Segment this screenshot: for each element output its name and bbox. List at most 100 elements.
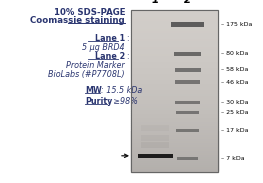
Bar <box>131 32 218 34</box>
Bar <box>141 135 169 141</box>
Bar <box>131 163 218 166</box>
Bar <box>131 70 218 73</box>
Text: – 7 kDa: – 7 kDa <box>221 156 245 161</box>
Bar <box>131 52 218 55</box>
Bar <box>131 127 218 130</box>
Bar <box>131 54 218 57</box>
Bar <box>131 36 218 38</box>
Bar <box>131 145 218 148</box>
Bar <box>131 131 218 134</box>
Bar <box>131 109 218 111</box>
Bar <box>131 169 218 172</box>
Bar <box>131 48 218 51</box>
Bar <box>131 64 218 67</box>
Bar <box>131 38 218 40</box>
Bar <box>177 157 198 160</box>
Text: – 175 kDa: – 175 kDa <box>221 22 252 27</box>
Bar <box>131 111 218 113</box>
Bar <box>131 97 218 99</box>
Text: : 15.5 kDa: : 15.5 kDa <box>101 86 142 95</box>
Text: – 17 kDa: – 17 kDa <box>221 128 249 133</box>
Bar <box>131 14 218 16</box>
Text: – 58 kDa: – 58 kDa <box>221 68 248 72</box>
Bar <box>131 74 218 77</box>
Bar <box>131 76 218 79</box>
Text: 1: 1 <box>152 0 159 5</box>
Bar <box>131 125 218 127</box>
Text: :: : <box>126 34 129 43</box>
Bar <box>131 10 218 12</box>
Bar <box>131 16 218 18</box>
Bar <box>131 80 218 83</box>
Bar <box>176 129 199 132</box>
Bar <box>131 129 218 132</box>
Bar <box>131 95 218 97</box>
Bar <box>131 103 218 105</box>
Bar <box>131 44 218 46</box>
Text: – 46 kDa: – 46 kDa <box>221 80 249 85</box>
Text: BioLabs (#P7708L): BioLabs (#P7708L) <box>48 70 125 79</box>
Text: MW: MW <box>85 86 102 95</box>
Text: Lane 2: Lane 2 <box>95 52 125 61</box>
Bar <box>175 101 200 104</box>
Bar <box>131 26 218 28</box>
Text: : ≥98%: : ≥98% <box>108 97 138 106</box>
Bar <box>131 24 218 26</box>
Bar <box>131 107 218 109</box>
Bar <box>131 141 218 144</box>
Bar <box>131 139 218 142</box>
Bar <box>131 34 218 36</box>
Bar <box>131 93 218 95</box>
Text: 5 μg BRD4: 5 μg BRD4 <box>82 43 125 52</box>
Bar <box>131 20 218 22</box>
Bar <box>131 18 218 20</box>
Bar <box>131 68 218 71</box>
Bar <box>171 22 204 27</box>
Bar <box>131 135 218 138</box>
Bar <box>131 10 218 172</box>
Bar <box>131 147 218 150</box>
Bar <box>131 133 218 136</box>
Bar <box>131 66 218 69</box>
Bar <box>131 72 218 75</box>
Bar <box>131 161 218 164</box>
Bar <box>131 113 218 115</box>
Bar <box>131 86 218 89</box>
Text: – 25 kDa: – 25 kDa <box>221 110 249 115</box>
Bar <box>131 123 218 125</box>
Text: 10% SDS-PAGE: 10% SDS-PAGE <box>53 8 125 17</box>
Bar <box>131 84 218 87</box>
Bar <box>175 81 200 84</box>
Bar <box>141 142 169 148</box>
Bar <box>131 50 218 53</box>
Bar <box>131 165 218 168</box>
Bar <box>131 12 218 14</box>
Bar <box>131 151 218 154</box>
Bar <box>174 68 201 72</box>
Text: Lane 1: Lane 1 <box>95 34 125 43</box>
Bar <box>131 82 218 85</box>
Bar <box>138 154 173 158</box>
Bar <box>131 153 218 156</box>
Bar <box>131 22 218 24</box>
Bar <box>131 46 218 48</box>
Bar <box>131 115 218 117</box>
Bar <box>131 60 218 63</box>
Bar <box>131 121 218 123</box>
Bar <box>131 149 218 152</box>
Bar <box>131 88 218 91</box>
Text: Protein Marker: Protein Marker <box>66 61 125 70</box>
Bar <box>131 143 218 146</box>
Text: 2: 2 <box>184 0 191 5</box>
Bar <box>131 155 218 158</box>
Bar <box>176 111 199 114</box>
Bar <box>131 167 218 170</box>
Bar <box>141 125 169 131</box>
Text: – 80 kDa: – 80 kDa <box>221 51 248 56</box>
Bar <box>131 62 218 65</box>
Text: – 30 kDa: – 30 kDa <box>221 100 249 105</box>
Bar <box>131 40 218 42</box>
Bar <box>131 157 218 160</box>
Bar <box>131 159 218 162</box>
Bar <box>131 105 218 107</box>
